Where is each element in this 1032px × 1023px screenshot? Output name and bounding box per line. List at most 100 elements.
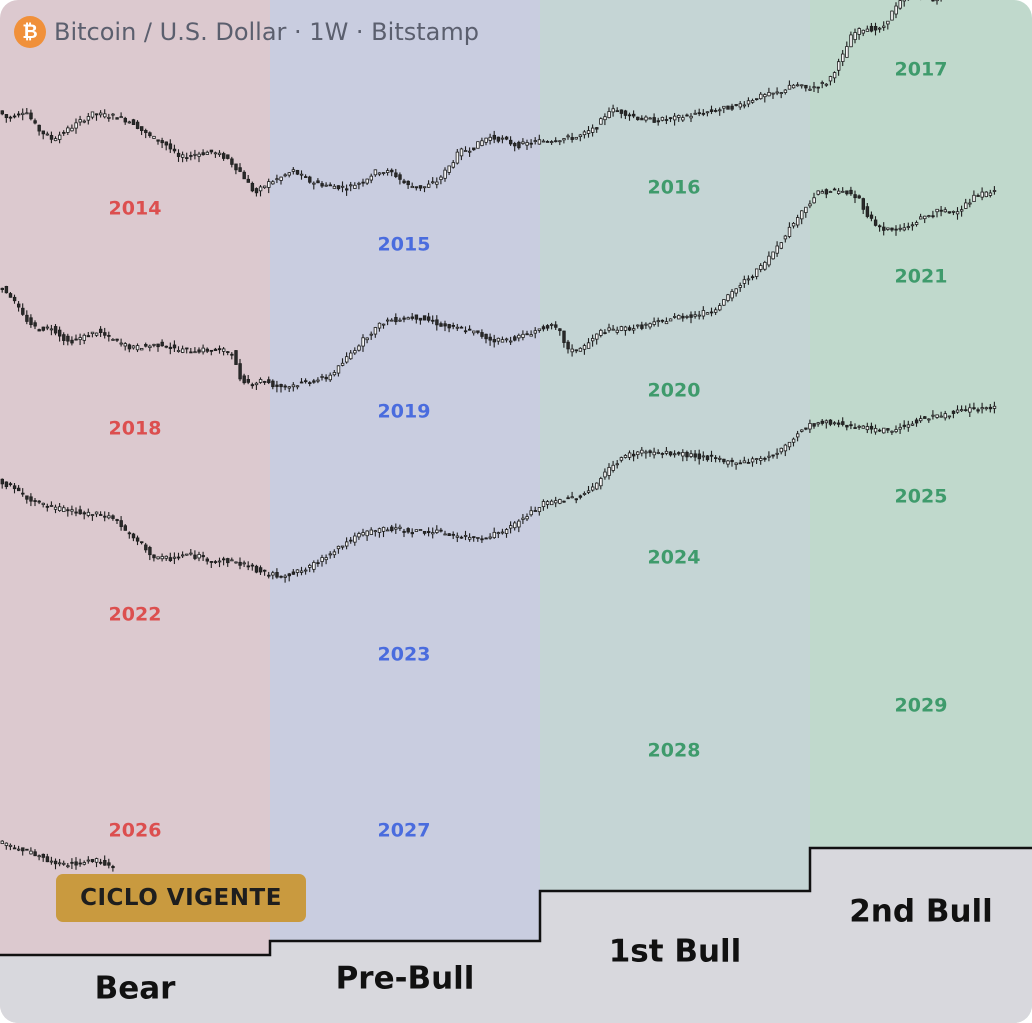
candle [640, 321, 644, 331]
candle [869, 211, 874, 222]
candle [800, 429, 804, 433]
candle [250, 181, 255, 193]
candle [221, 556, 226, 566]
candle [394, 523, 398, 534]
candle [86, 331, 91, 338]
candle [496, 337, 501, 345]
candle [336, 545, 341, 554]
candle [886, 428, 890, 434]
candle [0, 840, 4, 845]
candle [172, 340, 177, 353]
candle [357, 531, 361, 540]
candle [119, 516, 123, 531]
candle [86, 856, 91, 864]
candle [722, 299, 726, 306]
candle [230, 352, 234, 360]
candle [115, 518, 119, 525]
candle [267, 571, 271, 579]
candle [303, 174, 308, 178]
year-label-2025: 2025 [895, 486, 948, 508]
candle [816, 190, 820, 196]
candle [652, 317, 656, 327]
candle [164, 345, 168, 349]
candle [787, 222, 792, 239]
candle [406, 180, 410, 189]
candle [168, 342, 173, 355]
candle [267, 376, 271, 385]
candle [849, 421, 853, 430]
candle [709, 105, 714, 115]
candle [373, 326, 378, 338]
candle [103, 511, 107, 522]
candle [574, 349, 578, 354]
candle [283, 384, 287, 391]
candle [164, 555, 168, 561]
candle [369, 173, 373, 184]
candle [681, 114, 685, 123]
candle [144, 342, 148, 348]
candle [135, 535, 140, 546]
candle [189, 151, 193, 161]
candle [730, 288, 734, 302]
candle [595, 482, 599, 491]
candle [779, 447, 783, 455]
candle [394, 313, 398, 325]
year-label-2021: 2021 [895, 266, 948, 288]
candle [656, 449, 660, 455]
candle [693, 109, 697, 115]
candle [99, 110, 103, 118]
candle [160, 137, 164, 149]
candle [369, 331, 373, 340]
candle [455, 148, 460, 165]
candle [439, 527, 443, 533]
candle [951, 210, 956, 216]
candle [902, 420, 906, 430]
candle [402, 315, 406, 323]
candle [734, 462, 738, 470]
candle [943, 410, 947, 421]
candle [960, 205, 964, 217]
candle [931, 210, 935, 219]
candle [599, 328, 603, 338]
candle [693, 311, 697, 319]
candle [550, 140, 554, 145]
year-label-2022: 2022 [109, 604, 162, 626]
candle [443, 167, 447, 182]
candle [381, 171, 386, 176]
candle [824, 83, 829, 87]
candle [718, 455, 722, 463]
candle [627, 325, 632, 332]
candle [4, 481, 9, 490]
candle [484, 333, 488, 344]
candle [131, 532, 136, 542]
candle [476, 330, 480, 335]
candle [586, 126, 591, 138]
candle [619, 325, 624, 332]
candle [115, 117, 119, 120]
candle [578, 347, 583, 352]
candle [82, 333, 86, 345]
candle [521, 514, 525, 524]
candle [74, 857, 78, 870]
candle [21, 488, 25, 497]
candle [919, 213, 923, 220]
candle [414, 529, 419, 532]
candle [414, 186, 419, 191]
candle [29, 847, 33, 855]
candle [816, 86, 820, 94]
candle [111, 338, 115, 341]
candle [234, 163, 238, 175]
candle [275, 380, 279, 393]
candle [316, 559, 320, 567]
candle [254, 381, 259, 391]
candle [582, 130, 587, 139]
candle [242, 373, 246, 385]
candle [357, 181, 361, 190]
candle [705, 111, 710, 117]
candle [217, 150, 222, 157]
candle [426, 312, 431, 323]
candle [627, 112, 632, 121]
candle [185, 347, 189, 354]
candle [869, 422, 874, 434]
candle [660, 116, 665, 122]
